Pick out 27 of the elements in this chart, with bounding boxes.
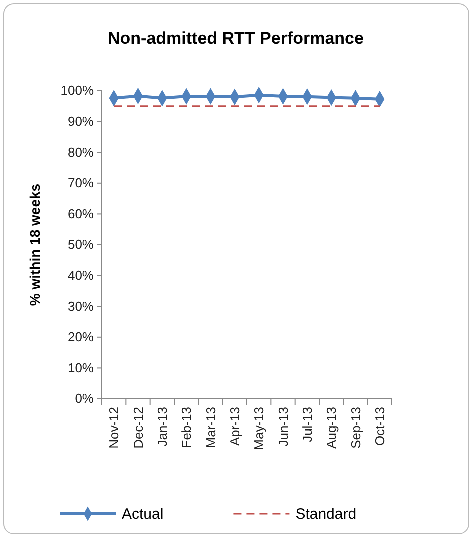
x-tick-label: Sep-13	[348, 407, 364, 449]
x-tick-label: Jan-13	[154, 407, 170, 447]
y-tick-label: 80%	[68, 144, 94, 160]
x-tick-label: May-13	[252, 407, 267, 450]
y-tick-label: 0%	[75, 391, 94, 406]
legend-label: Actual	[122, 506, 164, 523]
y-tick-label: 50%	[68, 237, 94, 252]
y-tick-label: 70%	[68, 176, 94, 191]
y-axis-title: % within 18 weeks	[27, 184, 43, 306]
legend-label: Standard	[296, 506, 357, 523]
y-tick-label: 20%	[68, 330, 94, 345]
x-tick-label: Dec-12	[130, 407, 146, 449]
y-tick-label: 10%	[68, 360, 94, 376]
x-tick-label: Jun-13	[276, 407, 291, 447]
x-tick-label: Aug-13	[324, 407, 340, 449]
x-tick-label: Oct-13	[372, 407, 388, 446]
chart-title: Non-admitted RTT Performance	[108, 29, 364, 48]
x-tick-label: Jul-13	[300, 407, 315, 442]
y-tick-label: 60%	[68, 206, 94, 222]
y-tick-label: 90%	[68, 114, 94, 129]
y-tick-label: 100%	[60, 83, 94, 98]
x-tick-label: Feb-13	[179, 407, 194, 448]
x-tick-label: Apr-13	[227, 407, 242, 446]
y-tick-label: 40%	[68, 268, 94, 283]
x-tick-label: Mar-13	[203, 407, 218, 448]
y-tick-label: 30%	[68, 298, 94, 314]
x-tick-label: Nov-12	[106, 407, 122, 449]
